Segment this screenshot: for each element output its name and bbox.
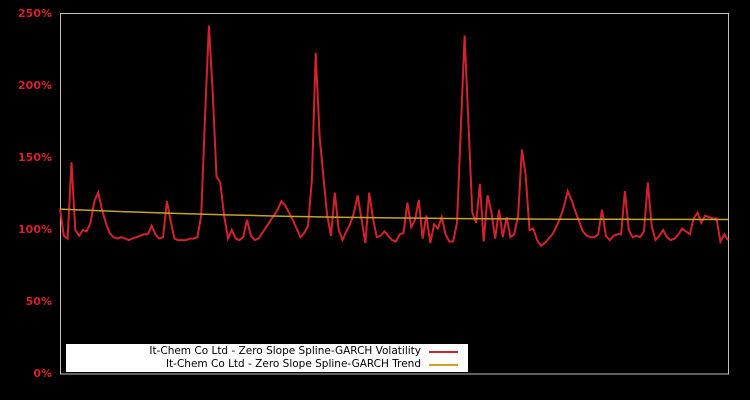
legend-item-trend: It-Chem Co Ltd - Zero Slope Spline-GARCH… [66, 358, 468, 371]
legend-trend-sample-line [429, 363, 458, 366]
legend: It-Chem Co Ltd - Zero Slope Spline-GARCH… [66, 344, 468, 372]
legend-label-volatility: It-Chem Co Ltd - Zero Slope Spline-GARCH… [149, 345, 421, 357]
y-axis-tick-label-100: 100% [18, 223, 52, 236]
y-axis-tick-label-150: 150% [18, 151, 52, 164]
legend-volatility-sample-line [429, 350, 458, 353]
y-axis-tick-label-0: 0% [33, 367, 52, 380]
legend-label-trend: It-Chem Co Ltd - Zero Slope Spline-GARCH… [165, 358, 421, 370]
y-axis-tick-label-50: 50% [25, 295, 52, 308]
legend-item-volatility: It-Chem Co Ltd - Zero Slope Spline-GARCH… [66, 345, 468, 358]
trend-line [59, 208, 729, 221]
volatility-line [59, 25, 729, 248]
plot-border [60, 13, 729, 375]
y-axis-tick-label-200: 200% [18, 79, 52, 92]
y-axis-tick-label-250: 250% [18, 7, 52, 20]
